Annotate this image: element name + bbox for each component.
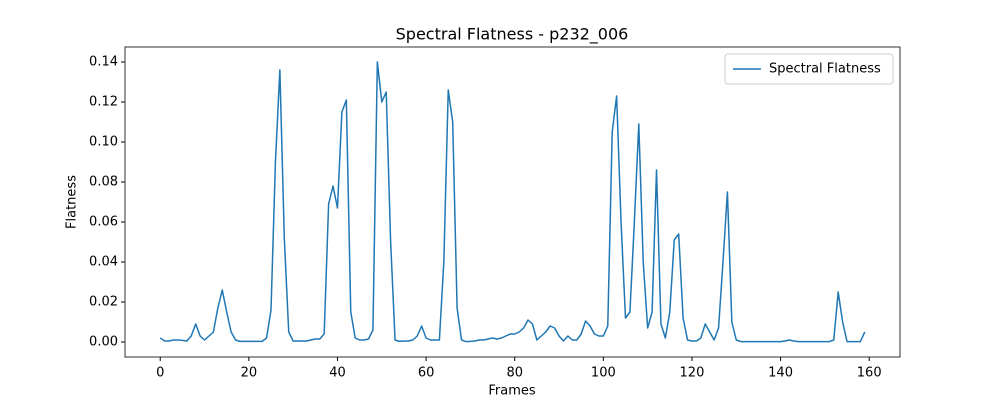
legend-box [724,53,894,85]
y-tick-label: 0.02 [89,295,118,310]
x-tick-label: 20 [241,366,258,381]
x-tick-label: 160 [857,366,882,381]
y-tick-label: 0.10 [89,135,118,150]
y-tick-label: 0.04 [89,255,118,270]
y-tick-label: 0.06 [89,215,118,230]
series-line [159,61,866,343]
legend-label: Spectral Flatness [769,62,881,77]
x-tick-label: 40 [329,366,346,381]
y-tick-label: 0.14 [89,55,118,70]
y-tick-label: 0.08 [89,175,118,190]
x-tick-label: 80 [506,366,523,381]
x-tick-label: 100 [591,366,616,381]
chart-title: Spectral Flatness - p232_006 [396,25,629,45]
y-axis-label: Flatness [65,175,80,229]
y-tick-label: 0.12 [89,95,118,110]
x-axis-label: Frames [488,384,536,399]
x-tick-label: 120 [680,366,705,381]
x-tick-label: 60 [418,366,435,381]
y-tick-label: 0.00 [89,335,118,350]
plot-frame [124,46,901,358]
x-tick-label: 0 [156,366,164,381]
x-tick-label: 140 [768,366,793,381]
